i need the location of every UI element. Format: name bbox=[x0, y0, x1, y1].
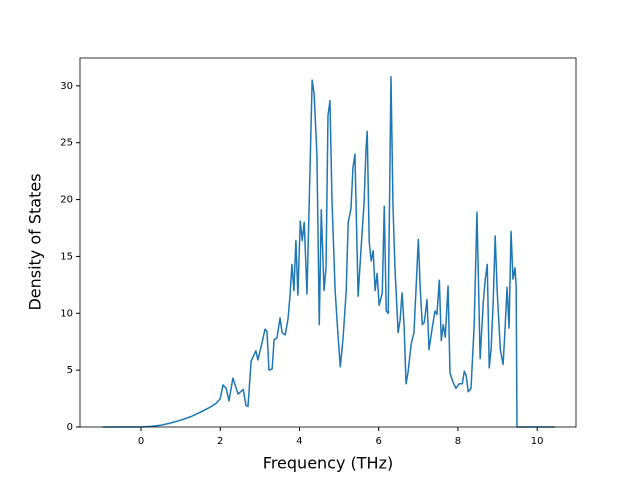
y-tick-label: 20 bbox=[60, 195, 73, 206]
plot-frame bbox=[79, 57, 577, 428]
y-tick-label: 10 bbox=[60, 308, 73, 319]
x-tick-label: 10 bbox=[531, 436, 544, 447]
y-tick-label: 25 bbox=[60, 138, 73, 149]
line-series bbox=[102, 76, 555, 428]
y-tick-label: 15 bbox=[60, 251, 73, 262]
y-axis-label: Density of States bbox=[26, 173, 45, 310]
y-tick-label: 0 bbox=[67, 422, 73, 433]
y-tick-label: 30 bbox=[60, 81, 73, 92]
x-axis-label: Frequency (THz) bbox=[263, 454, 393, 473]
y-tick-label: 5 bbox=[67, 365, 73, 376]
x-tick-label: 0 bbox=[138, 436, 144, 447]
x-tick-label: 8 bbox=[455, 436, 461, 447]
x-tick-label: 4 bbox=[296, 436, 302, 447]
x-tick-label: 2 bbox=[217, 436, 223, 447]
x-tick-label: 6 bbox=[376, 436, 382, 447]
